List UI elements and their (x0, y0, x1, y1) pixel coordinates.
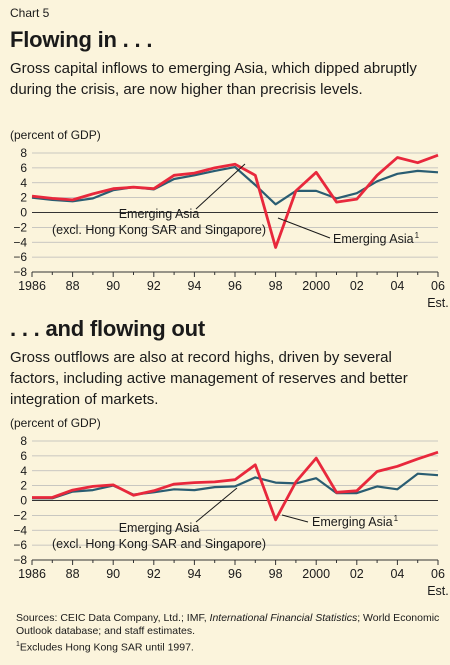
x-tick-label-est: Est. (427, 296, 449, 310)
series-emerging-asia-line (31, 153, 439, 249)
series-emerging-asia-excl-line (32, 472, 439, 500)
x-tick-label: 1986 (18, 279, 46, 293)
sources-suffix: ; World Economic Outlook database; and s… (16, 612, 440, 637)
series-emerging-asia-line (32, 450, 439, 522)
x-tick-label: 04 (390, 279, 404, 293)
x-tick-label: 94 (187, 567, 201, 581)
x-tick-label: 96 (228, 567, 242, 581)
y-tick-label: 0 (20, 494, 27, 508)
excl-series-label-line1: Emerging Asia (119, 207, 200, 221)
x-tick-label: 1986 (18, 567, 46, 581)
x-tick-label: 02 (350, 567, 364, 581)
x-tick-label: 90 (106, 567, 120, 581)
x-tick-label: 2000 (302, 279, 330, 293)
ea-series-label: Emerging Asia (333, 232, 414, 246)
footnote: 1Excludes Hong Kong SAR until 1997. (16, 641, 194, 654)
x-tick-label: 94 (187, 279, 201, 293)
excl-series-label-line2: (excl. Hong Kong SAR and Singapore) (52, 223, 266, 237)
footnote-mark: 1 (16, 641, 20, 648)
y-tick-label: 8 (20, 434, 27, 448)
y-tick-label: −4 (13, 523, 27, 537)
y-tick-label: 2 (20, 479, 27, 493)
footnote-text: Excludes Hong Kong SAR until 1997. (19, 641, 194, 654)
y-tick-label: 6 (20, 161, 27, 175)
y-tick-label: 4 (20, 176, 27, 190)
sources-prefix: Sources: CEIC Data Company, Ltd.; IMF, (16, 612, 210, 624)
excl-leader-line (195, 163, 246, 210)
x-tick-label: 98 (269, 279, 283, 293)
panel2-unit-label: (percent of GDP) (10, 416, 101, 430)
excl-leader-line (195, 487, 238, 523)
y-tick-label: 8 (20, 146, 27, 160)
panel2-subtitle: Gross outflows are also at record highs,… (10, 349, 408, 408)
x-tick-label: 02 (350, 279, 364, 293)
excl-series-label-line2: (excl. Hong Kong SAR and Singapore) (52, 537, 266, 551)
y-tick-label: −6 (13, 538, 27, 552)
y-tick-label: −8 (13, 553, 27, 567)
x-tick-label: 2000 (302, 567, 330, 581)
x-tick-label: 92 (147, 567, 161, 581)
y-tick-label: −2 (13, 220, 27, 234)
y-tick-label: −6 (13, 250, 27, 264)
x-tick-label: 96 (228, 279, 242, 293)
y-tick-label: 0 (20, 206, 27, 220)
ea-series-label: Emerging Asia (312, 515, 393, 529)
sources-note: Sources: CEIC Data Company, Ltd.; IMF, I… (16, 612, 441, 638)
y-tick-label: 6 (20, 449, 27, 463)
y-tick-label: 4 (20, 464, 27, 478)
panel1-title: Flowing in . . . (10, 27, 153, 52)
x-tick-label: 92 (147, 279, 161, 293)
x-tick-label: 06 (431, 279, 445, 293)
chart-number-label: Chart 5 (10, 6, 50, 20)
panel1-unit-label: (percent of GDP) (10, 128, 101, 142)
excl-series-label-line1: Emerging Asia (119, 521, 200, 535)
y-tick-label: 2 (20, 191, 27, 205)
x-tick-label: 88 (66, 567, 80, 581)
ea-leader-line (277, 217, 331, 239)
sources-italic: International Financial Statistics (209, 612, 358, 624)
panel2-title: . . . and flowing out (10, 316, 205, 341)
y-tick-label: −4 (13, 235, 27, 249)
x-tick-label: 90 (106, 279, 120, 293)
ea-series-label-sup: 1 (415, 231, 420, 240)
x-tick-label: 06 (431, 567, 445, 581)
y-tick-label: −2 (13, 508, 27, 522)
x-tick-label-est: Est. (427, 584, 449, 598)
y-tick-label: −8 (13, 265, 27, 279)
ea-leader-line (281, 514, 309, 523)
x-tick-label: 88 (66, 279, 80, 293)
x-tick-label: 98 (269, 567, 283, 581)
panel1-subtitle: Gross capital inflows to emerging Asia, … (10, 60, 417, 98)
x-tick-label: 04 (390, 567, 404, 581)
ea-series-label-sup: 1 (394, 514, 399, 523)
